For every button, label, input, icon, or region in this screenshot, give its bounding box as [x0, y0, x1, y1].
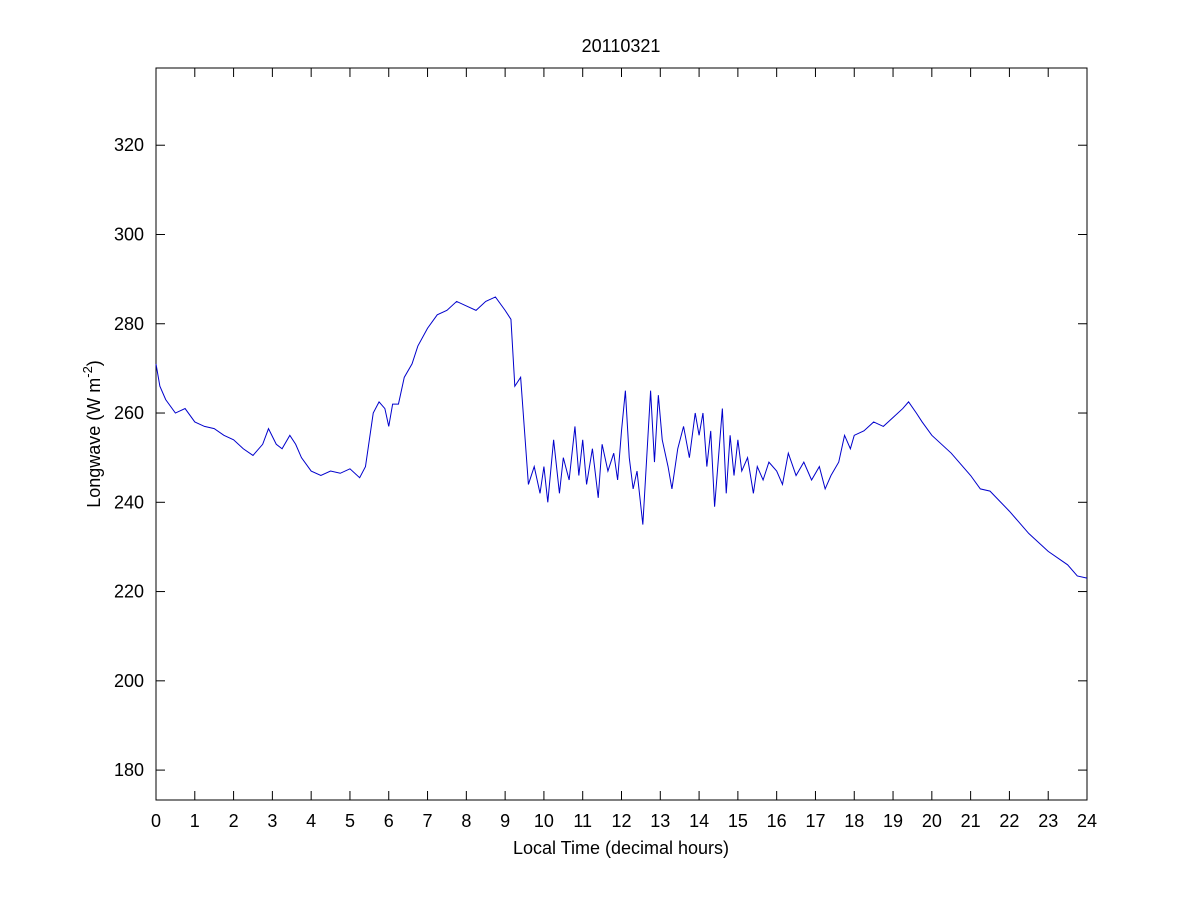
x-tick-label: 11	[573, 811, 592, 831]
x-tick-label: 7	[423, 811, 433, 831]
y-tick-label: 260	[114, 403, 144, 423]
x-tick-label: 18	[844, 811, 864, 831]
y-axis-label: Longwave (W m-2)	[80, 360, 104, 508]
x-tick-label: 17	[805, 811, 825, 831]
x-tick-label: 10	[534, 811, 554, 831]
y-tick-label: 280	[114, 314, 144, 334]
x-tick-label: 4	[306, 811, 316, 831]
x-tick-label: 6	[384, 811, 394, 831]
x-tick-label: 24	[1077, 811, 1097, 831]
x-tick-label: 0	[151, 811, 161, 831]
x-tick-label: 13	[650, 811, 670, 831]
x-tick-label: 14	[689, 811, 709, 831]
data-line	[155, 296, 1088, 579]
x-tick-label: 16	[767, 811, 787, 831]
x-tick-label: 3	[267, 811, 277, 831]
x-tick-label: 20	[922, 811, 942, 831]
y-tick-label: 240	[114, 492, 144, 512]
x-tick-label: 19	[883, 811, 903, 831]
y-tick-label: 320	[114, 135, 144, 155]
x-tick-label: 9	[500, 811, 510, 831]
x-tick-label: 23	[1038, 811, 1058, 831]
x-tick-label: 8	[461, 811, 471, 831]
x-tick-label: 2	[229, 811, 239, 831]
chart-title: 20110321	[582, 36, 661, 56]
x-tick-label: 22	[999, 811, 1019, 831]
x-tick-label: 15	[728, 811, 748, 831]
y-tick-label: 200	[114, 671, 144, 691]
x-tick-label: 5	[345, 811, 355, 831]
y-tick-label: 220	[114, 582, 144, 602]
x-tick-label: 21	[961, 811, 981, 831]
x-tick-label: 1	[190, 811, 200, 831]
y-tick-label: 300	[114, 224, 144, 244]
y-tick-label: 180	[114, 760, 144, 780]
x-tick-label: 12	[611, 811, 631, 831]
x-axis-label: Local Time (decimal hours)	[513, 838, 729, 858]
